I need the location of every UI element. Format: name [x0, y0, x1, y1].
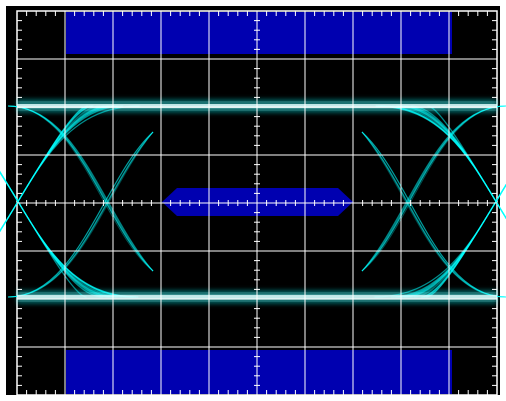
trace-transition — [0, 171, 111, 298]
trace-transition — [0, 105, 101, 233]
trace-transition — [400, 105, 506, 220]
trace-transition — [0, 105, 123, 232]
trace-transition — [426, 183, 506, 298]
trace-transition — [0, 105, 117, 232]
trace-transition — [0, 171, 114, 298]
trace-transition — [404, 105, 506, 220]
trace-transition — [0, 105, 88, 233]
trace-transition — [0, 171, 117, 298]
trace-transition — [0, 171, 139, 298]
trace-transition — [401, 183, 506, 298]
trace-transition — [391, 183, 506, 298]
trace-transition — [411, 105, 506, 220]
trace-transition — [0, 105, 113, 232]
trace-transition — [428, 105, 506, 220]
trace-transition — [400, 105, 506, 220]
trace-transition — [0, 105, 94, 233]
trace-transition — [398, 183, 506, 298]
trace-transition — [0, 105, 105, 233]
trace-transition — [374, 183, 506, 298]
trace-transition — [0, 171, 118, 298]
trace-transition — [421, 183, 506, 298]
trace-transition — [0, 105, 109, 232]
trace-transition — [0, 105, 91, 233]
trace-transition — [390, 183, 506, 298]
trace-transition — [378, 105, 506, 220]
trace-transition — [395, 183, 506, 298]
trace-transition — [404, 183, 506, 298]
trace-transition — [0, 105, 93, 233]
trace-transition — [0, 171, 133, 298]
trace-transition — [0, 170, 104, 298]
trace-transition — [0, 171, 133, 298]
screen-area — [0, 10, 506, 396]
trace-transition — [0, 105, 140, 232]
trace-transition — [0, 105, 88, 233]
trace-transition — [410, 105, 506, 220]
trace-transition — [0, 171, 110, 298]
trace-transition — [397, 105, 506, 220]
trace-transition — [0, 105, 124, 232]
trace-transition — [0, 171, 122, 298]
trace-transition — [427, 105, 506, 220]
trace-transition — [0, 170, 103, 298]
trace-transition — [420, 183, 506, 298]
trace-transition — [0, 105, 94, 233]
trace-transition — [0, 171, 134, 298]
trace-transition — [413, 183, 506, 298]
trace-transition — [375, 105, 506, 220]
trace-transition — [375, 105, 506, 220]
trace-transition — [0, 171, 136, 298]
trace-transition — [0, 105, 116, 232]
trace-transition — [0, 170, 86, 298]
trace-transition — [388, 105, 506, 220]
trace-transition — [397, 105, 506, 220]
graticule — [17, 11, 497, 395]
trace-transition — [0, 171, 114, 298]
trace-transition — [406, 105, 506, 220]
trace-transition — [0, 171, 117, 298]
trace-transition — [0, 170, 87, 298]
trace-transition — [0, 171, 139, 298]
trace-transition — [390, 183, 506, 298]
trace-transition — [377, 105, 506, 220]
trace-transition — [426, 183, 506, 298]
trace-transition — [423, 183, 506, 298]
trace-transition — [0, 171, 137, 298]
trace-transition — [0, 105, 141, 232]
trace-transition — [0, 170, 103, 298]
trace-transition — [404, 183, 506, 298]
trace-transition — [380, 105, 506, 220]
trace-transition — [397, 183, 506, 298]
trace-transition — [381, 105, 506, 220]
bottom-limit-mask — [66, 350, 452, 394]
trace-transition — [392, 105, 506, 220]
trace-transition — [423, 183, 506, 298]
trace-transition — [0, 105, 113, 232]
top-limit-mask — [66, 12, 452, 54]
trace-transition — [405, 183, 506, 298]
trace-transition — [411, 105, 506, 220]
trace-transition — [0, 105, 91, 233]
trace-transition — [401, 183, 506, 298]
trace-transition — [373, 183, 506, 298]
trace-transition — [0, 105, 110, 232]
trace-transition — [403, 105, 506, 220]
trace-transition — [381, 105, 506, 220]
trace-transition — [0, 171, 108, 298]
trace-transition — [0, 105, 110, 232]
trace-transition — [409, 183, 506, 298]
trace-transition — [0, 105, 119, 232]
trace-transition — [0, 105, 124, 232]
trace-transition — [396, 105, 506, 220]
trace-transition — [0, 171, 126, 298]
trace-transition — [420, 183, 506, 298]
